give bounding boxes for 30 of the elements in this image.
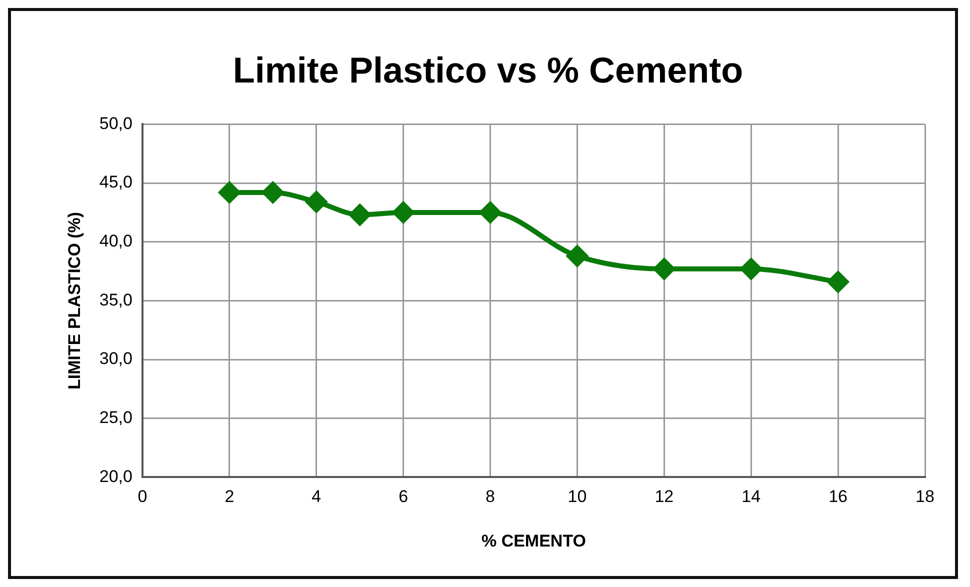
y-axis-title: LIMITE PLASTICO (%) [64,212,84,390]
x-tick-label: 2 [224,487,234,506]
x-tick-label: 6 [398,487,408,506]
y-tick-label: 30,0 [99,349,132,368]
point [566,245,588,266]
point [349,204,370,226]
y-tick-label: 45,0 [99,172,132,192]
point [480,202,501,223]
x-axis-title: % CEMENTO [481,531,586,550]
x-tick-label: 12 [654,487,674,506]
x-tick-label: 4 [312,487,322,506]
point [306,191,327,212]
point [828,271,849,292]
y-tick-label: 20,0 [99,466,132,486]
point [218,182,240,203]
y-tick-label: 40,0 [99,232,132,251]
y-tick-label: 50,0 [99,114,132,133]
chart-title: Limite Plastico vs % Cemento [232,50,744,91]
point [740,258,762,280]
point [392,202,414,223]
x-tick-label: 0 [138,487,148,506]
y-tick-label: 25,0 [99,408,132,428]
point [654,258,675,280]
x-tick-label: 14 [742,487,761,506]
point [262,182,284,203]
y-tick-label: 35,0 [99,290,132,310]
x-tick-label: 18 [916,487,934,506]
x-tick-label: 10 [568,487,587,506]
x-tick-label: 8 [486,487,496,506]
x-tick-label: 16 [828,487,848,506]
